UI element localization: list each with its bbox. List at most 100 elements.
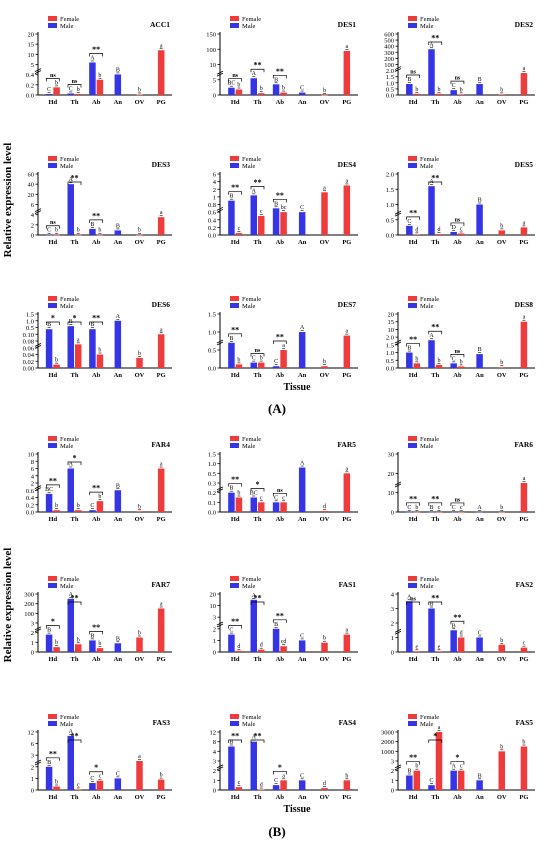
y-tick-label: 2 — [391, 768, 394, 775]
sig-letter-male: B — [274, 622, 278, 628]
bar-male-th — [250, 599, 257, 652]
bar-female-ov — [498, 230, 505, 235]
sig-letter-female: b — [98, 228, 101, 234]
sig-letter-female: a — [160, 602, 163, 608]
bar-female-ov — [136, 637, 143, 652]
bar-female-ov — [136, 761, 143, 790]
bar-female-ov — [136, 234, 143, 236]
bar-female-pg — [343, 185, 351, 235]
sig-mark: ** — [92, 623, 100, 632]
bar-female-th — [258, 362, 265, 368]
legend-label-female: Female — [242, 714, 261, 721]
legend-swatch-male — [408, 583, 417, 588]
x-tick-label: Ab — [276, 794, 285, 801]
x-tick-label: OV — [497, 794, 507, 801]
sig-letter-male: C — [90, 503, 94, 509]
bar-female-ab — [280, 212, 287, 235]
sig-letter-female: b — [138, 351, 141, 357]
x-tick-label: Ab — [453, 99, 462, 106]
y-tick-label: 0.5 — [386, 217, 394, 224]
bar-male-an — [298, 332, 306, 368]
bar-female-ab — [96, 501, 104, 512]
bar-female-ab — [280, 502, 287, 512]
sig-letter-female: b — [500, 505, 503, 511]
x-tick-label: Ab — [276, 239, 285, 246]
sig-mark: * — [51, 617, 55, 626]
bar-male-ab — [89, 510, 96, 512]
sig-letter-female: a — [523, 220, 526, 226]
x-tick-label: PG — [157, 372, 166, 379]
y-tick-label: 0.0 — [208, 366, 216, 373]
legend-label-male: Male — [242, 721, 255, 728]
bar-female-hd — [235, 497, 243, 512]
sig-letter-female: a — [160, 327, 163, 333]
x-tick-label: Hd — [409, 99, 418, 106]
sig-letter-male: D — [451, 225, 456, 231]
sig-letter-female: a — [345, 628, 348, 634]
sig-mark: * — [278, 763, 282, 772]
sig-mark: ** — [231, 325, 239, 334]
sig-letter-female: c — [460, 764, 463, 770]
x-tick-label: OV — [497, 656, 507, 663]
sig-letter-male: C — [452, 356, 456, 362]
axis-break — [394, 212, 402, 217]
legend-swatch-male — [230, 721, 239, 726]
sig-letter-female: c — [77, 782, 80, 788]
sig-letter-female: a — [345, 466, 348, 472]
bar-male-hd — [45, 93, 53, 95]
sig-letter-female: b — [55, 640, 58, 646]
bar-female-th — [258, 649, 265, 652]
x-tick-label: Hd — [231, 516, 240, 523]
y-tick-label: 0.00 — [23, 366, 34, 373]
y-tick-label: 0.2 — [26, 502, 34, 509]
y-tick-label: 0.2 — [208, 490, 216, 497]
y-tick-label: 0 — [391, 510, 394, 517]
sig-letter-female: b — [415, 505, 418, 511]
sig-mark: ns — [455, 349, 461, 355]
x-tick-label: OV — [497, 372, 507, 379]
bar-female-ov — [321, 366, 328, 368]
sig-bracket — [428, 41, 443, 45]
sig-bracket — [450, 620, 465, 625]
x-tick-label: PG — [342, 99, 351, 106]
bar-female-ov — [136, 511, 143, 512]
sig-letter-female: b — [237, 83, 240, 89]
y-tick-label: 2 — [391, 621, 394, 628]
sig-letter-female: d — [438, 227, 441, 233]
legend-label-male: Male — [420, 583, 433, 590]
y-tick-label: 300 — [24, 592, 34, 599]
axis-break — [394, 339, 402, 344]
legend-label-male: Male — [420, 163, 433, 170]
y-tick-label: 0.0 — [26, 93, 34, 100]
sig-bracket — [89, 219, 104, 223]
bar-male-hd — [406, 352, 413, 368]
y-tick-label: 60 — [28, 172, 35, 179]
legend-label-female: Female — [60, 296, 79, 303]
legend-label-female: Female — [420, 16, 439, 23]
bar-male-an — [114, 74, 122, 95]
sig-bracket — [45, 78, 60, 82]
y-tick-label: 0.4 — [208, 217, 217, 224]
sig-letter-female: b — [55, 80, 58, 86]
sig-bracket — [45, 484, 60, 488]
y-tick-label: 0.1 — [208, 500, 216, 507]
x-axis-label-b: Tissue — [283, 804, 311, 815]
y-tick-label: 0 — [31, 650, 34, 657]
sig-bracket — [406, 502, 420, 506]
bar-male-th — [67, 598, 74, 652]
y-tick-label: 1.0 — [386, 202, 394, 209]
axis-break — [394, 68, 402, 72]
sig-letter-male: A — [69, 177, 74, 183]
sig-mark: ** — [254, 732, 262, 741]
sig-letter-female: c — [238, 226, 241, 232]
sig-letter-female: c — [238, 780, 241, 786]
sig-mark: ns — [232, 73, 238, 79]
bar-female-ab — [280, 350, 287, 368]
sig-letter-female: b — [500, 638, 503, 644]
x-tick-label: Hd — [48, 99, 57, 106]
axis-break — [394, 628, 402, 633]
